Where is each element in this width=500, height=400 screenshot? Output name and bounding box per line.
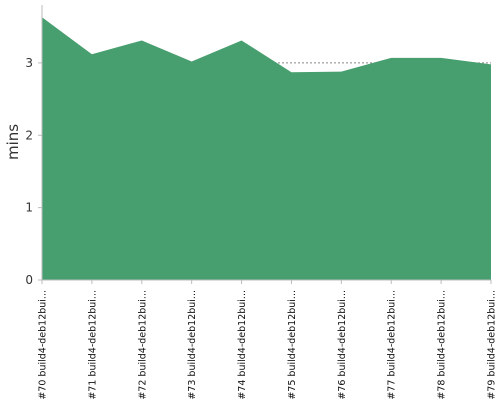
x-tick-label-3: #73 build4-deb12bui... [187, 290, 198, 400]
x-tick-label-0: #70 build4-deb12bui... [38, 290, 49, 400]
x-tick-label-8: #78 build4-deb12bui... [437, 290, 448, 400]
y-tick-label-0: 0 [25, 273, 33, 287]
data-point-3[interactable] [189, 58, 195, 64]
x-tick-label-4: #74 build4-deb12bui... [237, 290, 248, 400]
data-point-1[interactable] [89, 51, 95, 57]
y-tick-label-3: 3 [25, 56, 33, 70]
data-point-7[interactable] [388, 55, 394, 61]
x-tick-label-1: #71 build4-deb12bui... [87, 290, 98, 400]
data-point-2[interactable] [139, 37, 145, 43]
data-point-5[interactable] [288, 69, 294, 75]
axes [41, 5, 491, 281]
x-tick-label-2: #72 build4-deb12bui... [137, 290, 148, 400]
x-axis-ticks: #70 build4-deb12bui... #71 build4-deb12bu… [38, 280, 498, 400]
data-point-4[interactable] [239, 37, 245, 43]
data-point-8[interactable] [438, 55, 444, 61]
y-axis-title: mins [4, 124, 22, 160]
data-point-9[interactable] [488, 61, 494, 67]
y-tick-label-2: 2 [25, 128, 33, 142]
data-point-6[interactable] [338, 69, 344, 75]
x-tick-label-9: #79 build4-deb12bui... [487, 290, 498, 400]
y-axis-ticks: 0 1 2 3 [25, 56, 42, 287]
series-area-group [42, 17, 494, 280]
x-tick-label-5: #75 build4-deb12bui... [287, 290, 298, 400]
series-area [42, 17, 491, 280]
x-tick-label-7: #77 build4-deb12bui... [387, 290, 398, 400]
x-tick-label-6: #76 build4-deb12bui... [337, 290, 348, 400]
y-tick-label-1: 1 [25, 201, 33, 215]
